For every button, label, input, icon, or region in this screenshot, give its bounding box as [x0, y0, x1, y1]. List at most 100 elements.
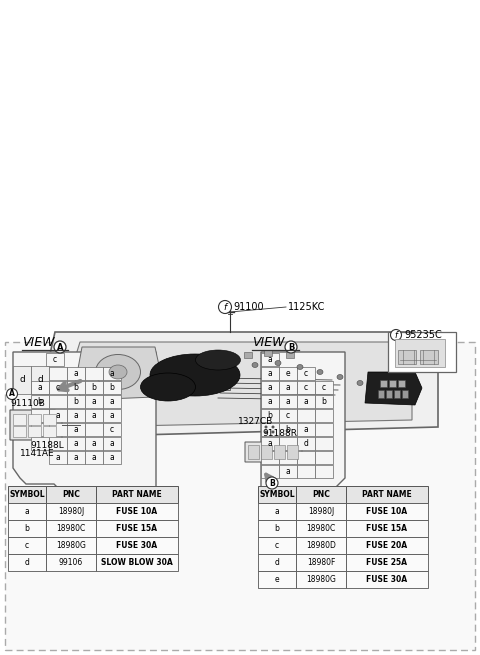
Bar [394, 390, 400, 398]
Text: c: c [304, 369, 308, 378]
Bar [46, 353, 64, 366]
Bar [28, 414, 41, 425]
Text: c: c [304, 383, 308, 392]
Bar [297, 465, 315, 478]
Circle shape [264, 430, 267, 434]
Bar [31, 381, 49, 394]
Ellipse shape [96, 354, 141, 390]
Bar [297, 437, 315, 450]
Bar [279, 437, 297, 450]
Circle shape [218, 301, 231, 314]
Text: FUSE 10A: FUSE 10A [117, 507, 157, 516]
Circle shape [272, 426, 275, 428]
Text: a: a [109, 439, 114, 448]
Text: a: a [109, 453, 114, 462]
Text: e: e [286, 369, 290, 378]
Bar [315, 409, 333, 422]
Text: c: c [53, 355, 57, 364]
Text: a: a [268, 369, 272, 378]
Text: a: a [73, 425, 78, 434]
Bar [286, 352, 294, 358]
Polygon shape [38, 332, 438, 437]
Bar [386, 390, 392, 398]
Text: B: B [269, 479, 275, 487]
Ellipse shape [357, 381, 363, 386]
Bar [287, 445, 298, 459]
Text: d: d [303, 439, 309, 448]
Bar [43, 414, 56, 425]
Bar [244, 352, 252, 358]
Text: B: B [288, 343, 294, 352]
Text: b: b [92, 383, 96, 392]
Bar [85, 451, 103, 464]
Bar [103, 423, 121, 436]
Text: c: c [25, 541, 29, 550]
Bar [315, 423, 333, 436]
Text: c: c [275, 541, 279, 550]
Circle shape [391, 329, 401, 341]
Text: a: a [268, 439, 272, 448]
Bar [67, 395, 85, 408]
Text: 91188L: 91188L [30, 441, 64, 449]
Bar [67, 437, 85, 450]
Ellipse shape [195, 350, 240, 370]
Text: b: b [24, 524, 29, 533]
Bar [85, 423, 103, 436]
Text: A: A [57, 343, 63, 352]
Bar [378, 390, 384, 398]
Text: a: a [92, 453, 96, 462]
Polygon shape [75, 347, 160, 400]
Bar [67, 367, 85, 380]
Bar [49, 423, 67, 436]
Bar [46, 486, 96, 503]
Text: b: b [73, 397, 78, 406]
Text: d: d [24, 558, 29, 567]
Text: SLOW BLOW 30A: SLOW BLOW 30A [101, 558, 173, 567]
Bar [85, 395, 103, 408]
Bar [261, 423, 279, 436]
Bar [279, 367, 297, 380]
Bar [346, 554, 428, 571]
Bar [67, 451, 85, 464]
Bar [13, 414, 26, 425]
Bar [8, 537, 46, 554]
Text: e: e [275, 575, 279, 584]
Bar [13, 426, 26, 437]
Text: VIEW: VIEW [22, 336, 55, 349]
Bar [261, 437, 279, 450]
Bar [297, 367, 315, 380]
Text: 18980C: 18980C [56, 524, 85, 533]
Text: a: a [24, 507, 29, 516]
Text: f: f [223, 303, 227, 312]
Text: 1327CB: 1327CB [238, 417, 273, 426]
Text: a: a [275, 507, 279, 516]
Bar [346, 571, 428, 588]
Bar [85, 381, 103, 394]
Text: a: a [92, 397, 96, 406]
Polygon shape [13, 352, 156, 490]
Bar [261, 451, 279, 464]
Text: FUSE 30A: FUSE 30A [366, 575, 408, 584]
Bar [258, 537, 296, 554]
Text: a: a [73, 411, 78, 420]
Text: a: a [268, 355, 272, 364]
Bar [258, 571, 296, 588]
Text: a: a [109, 397, 114, 406]
Text: 18980F: 18980F [307, 558, 335, 567]
Bar [261, 409, 279, 422]
Text: a: a [286, 467, 290, 476]
Bar [31, 395, 49, 408]
Bar [49, 451, 67, 464]
Circle shape [285, 341, 297, 353]
Bar [261, 445, 272, 459]
Bar [279, 423, 297, 436]
Text: a: a [56, 453, 60, 462]
Text: a: a [304, 425, 308, 434]
Bar [279, 395, 297, 408]
Text: a: a [92, 439, 96, 448]
Bar [248, 445, 259, 459]
Ellipse shape [150, 354, 240, 396]
Text: b: b [322, 397, 326, 406]
Bar [389, 380, 396, 387]
Bar [67, 409, 85, 422]
